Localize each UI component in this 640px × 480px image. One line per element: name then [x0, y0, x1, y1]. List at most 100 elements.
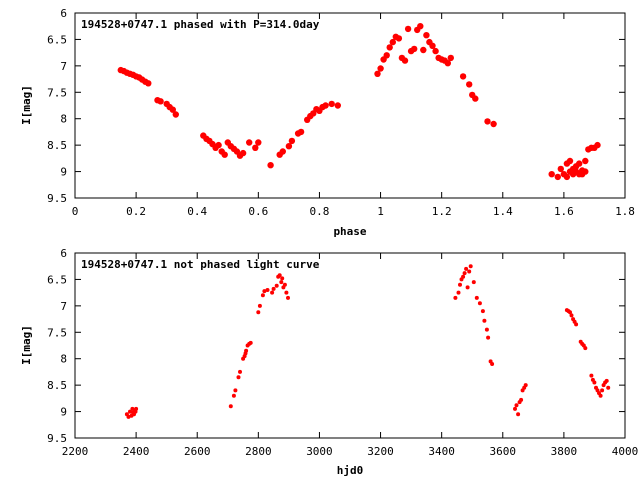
data-point	[233, 388, 238, 393]
data-point	[417, 23, 424, 30]
data-point	[472, 95, 479, 102]
data-point	[411, 45, 418, 53]
data-point	[514, 403, 519, 408]
data-point	[215, 141, 222, 149]
data-point	[456, 290, 461, 295]
data-point	[574, 322, 579, 327]
data-point	[566, 157, 574, 165]
x-tick-label: 3000	[306, 445, 333, 458]
x-tick-label: 0.4	[187, 205, 207, 218]
axis-ticks: 2200 2400 2600 2800 3000 3200 3400 3600 3800 4000…	[47, 247, 638, 458]
data-point	[461, 274, 466, 279]
data-point	[126, 414, 131, 419]
y-tick-label: 6.5	[47, 273, 67, 286]
y-tick-label: 6.5	[47, 33, 67, 46]
chart-title: 194528+0747.1 not phased light curve	[81, 258, 320, 271]
data-point	[557, 165, 564, 173]
x-tick-label: 3600	[490, 445, 517, 458]
data-point	[563, 173, 571, 181]
data-point	[594, 141, 601, 149]
data-point	[606, 385, 611, 390]
data-point	[458, 282, 462, 287]
data-point	[265, 288, 270, 292]
unphased-light-curve-panel: 194528+0747.1 not phased light curve hjd…	[20, 247, 638, 477]
data-point	[257, 303, 262, 308]
data-point	[467, 269, 472, 274]
data-point	[468, 264, 473, 269]
data-point	[576, 160, 583, 167]
data-point	[465, 285, 470, 290]
data-point	[389, 38, 396, 46]
data-point	[548, 171, 555, 178]
y-tick-label: 8.5	[47, 139, 67, 152]
data-point	[582, 168, 589, 175]
y-tick-label: 7	[60, 60, 67, 73]
x-tick-label: 1.6	[554, 205, 574, 218]
x-tick-label: 0.6	[248, 205, 268, 218]
x-tick-label: 3200	[367, 445, 394, 458]
data-point	[429, 42, 436, 49]
data-points	[117, 23, 601, 181]
data-point	[513, 406, 517, 411]
data-point	[554, 173, 561, 181]
data-point	[374, 70, 381, 78]
data-point	[490, 120, 497, 128]
y-tick-label: 9.5	[47, 192, 67, 205]
data-point	[386, 44, 393, 51]
data-point	[568, 310, 572, 315]
data-point	[267, 162, 274, 169]
data-point	[516, 412, 521, 417]
y-axis-label: I[mag]	[20, 85, 33, 125]
y-tick-label: 7.5	[47, 326, 67, 339]
data-point	[523, 383, 528, 388]
data-point	[582, 157, 589, 165]
x-tick-label: 2400	[123, 445, 150, 458]
y-axis-label: I[mag]	[20, 325, 33, 365]
data-point	[282, 282, 287, 287]
data-point	[420, 46, 427, 54]
x-tick-label: 1.2	[432, 205, 452, 218]
x-tick-label: 0.8	[310, 205, 330, 218]
data-point	[280, 276, 285, 281]
y-tick-label: 6	[60, 247, 67, 260]
data-point	[484, 327, 489, 332]
data-point	[462, 271, 467, 276]
data-point	[519, 397, 524, 402]
data-point	[459, 73, 467, 80]
data-point	[383, 52, 390, 59]
data-point	[401, 57, 409, 64]
data-point	[134, 406, 139, 411]
data-point	[404, 25, 412, 33]
data-point	[285, 143, 293, 150]
data-point	[583, 346, 588, 351]
data-point	[228, 404, 233, 409]
x-tick-label: 1.4	[493, 205, 513, 218]
data-point	[432, 47, 439, 55]
data-point	[297, 128, 305, 136]
data-point	[255, 139, 262, 146]
data-point	[334, 102, 341, 109]
data-point	[270, 290, 275, 295]
data-point	[474, 295, 479, 300]
data-point	[284, 290, 289, 295]
x-tick-label: 2600	[184, 445, 211, 458]
data-point	[271, 286, 276, 291]
data-point	[482, 318, 487, 323]
x-axis-label: phase	[333, 225, 366, 238]
data-point	[128, 409, 132, 414]
data-point	[169, 106, 176, 113]
plot-frame	[74, 12, 626, 199]
y-tick-label: 7.5	[47, 86, 67, 99]
x-tick-label: 0.2	[126, 205, 146, 218]
x-tick-label: 2800	[245, 445, 272, 458]
x-axis-label: hjd0	[337, 464, 364, 477]
data-point	[279, 148, 286, 155]
data-point	[256, 310, 261, 315]
chart-title: 194528+0747.1 phased with P=314.0day	[81, 18, 320, 31]
x-tick-label: 2200	[62, 445, 89, 458]
data-point	[279, 280, 284, 285]
data-point	[252, 144, 259, 151]
data-point	[466, 81, 473, 88]
data-point	[377, 65, 384, 72]
data-point	[484, 118, 491, 125]
